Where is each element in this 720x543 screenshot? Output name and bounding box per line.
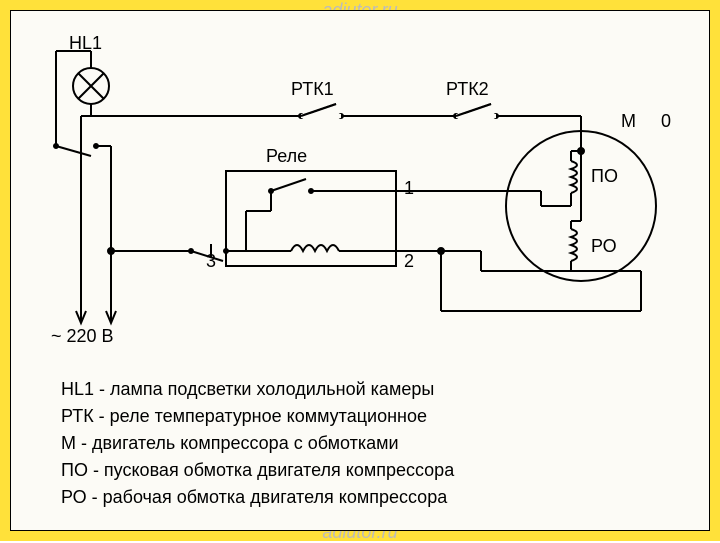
label-ptk2: РТК2	[446, 79, 489, 100]
label-hl1: HL1	[69, 33, 102, 54]
legend-hl1: HL1 - лампа подсветки холодильной камеры	[61, 376, 454, 403]
legend-ro: РО - рабочая обмотка двигателя компрессо…	[61, 484, 454, 511]
label-rele: Реле	[266, 146, 307, 167]
label-ptk1: РТК1	[291, 79, 334, 100]
label-m: M	[621, 111, 636, 132]
diagram-frame: adiutor.ru adiutor.ru	[0, 0, 720, 541]
label-220v: ~ 220 В	[51, 326, 114, 347]
label-2: 2	[404, 251, 414, 272]
legend-ptk: РТК - реле температурное коммутационное	[61, 403, 454, 430]
diagram-area: HL1 РТК1 РТК2 M 0 ПО РО Реле 1 2 3 ~ 220…	[10, 10, 710, 531]
label-ro: РО	[591, 236, 617, 257]
legend-po: ПО - пусковая обмотка двигателя компресс…	[61, 457, 454, 484]
legend-m: М - двигатель компрессора с обмотками	[61, 430, 454, 457]
label-0: 0	[661, 111, 671, 132]
label-po: ПО	[591, 166, 618, 187]
label-1: 1	[404, 178, 414, 199]
label-3: 3	[206, 251, 216, 272]
legend: HL1 - лампа подсветки холодильной камеры…	[61, 376, 454, 511]
